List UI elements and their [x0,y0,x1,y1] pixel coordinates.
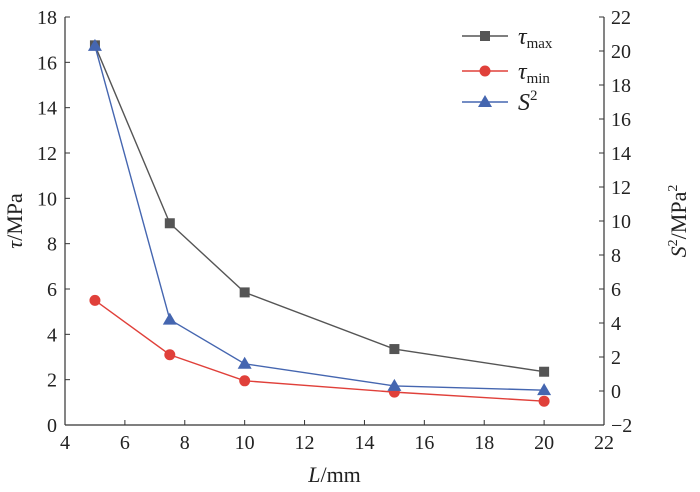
data-point-tau-min [239,375,251,387]
x-tick-label: 4 [60,432,70,454]
series-line-s-squared [94,45,545,391]
data-point-s-squared [387,378,402,391]
y-left-tick-label: 2 [47,370,57,392]
y-right-tick-label: 8 [611,245,621,267]
legend-label: τmin [518,59,550,87]
legend-item-tau-min: τmin [462,59,550,87]
x-tick-label: 22 [594,432,614,454]
series-tau-max [89,40,550,377]
x-tick-label: 18 [474,432,494,454]
y-right-tick-label: 4 [611,313,621,335]
y-right-tick-label: 16 [611,109,631,131]
y-right-tick-label: 18 [611,75,631,97]
series-line-tau-min [94,299,545,402]
data-point-s-squared [537,383,552,396]
y-left-axis-title: τ/MPa [2,193,27,249]
legend-marker [478,95,492,107]
y-right-tick-label: 0 [611,381,621,403]
data-point-s-squared [87,38,102,51]
y-right-tick-label: −2 [611,415,632,437]
series-line-tau-max [94,45,545,373]
data-point-tau-min [89,294,101,306]
y-right-tick-label: 6 [611,279,621,301]
y-left-tick-label: 12 [37,143,57,165]
x-axis-title: L/mm [307,462,361,487]
data-point-tau-min [164,349,176,361]
y-right-tick-label: 20 [611,41,631,63]
y-left-tick-label: 8 [47,234,57,256]
legend-label: S2 [518,88,538,116]
x-tick-label: 16 [414,432,434,454]
y-left-tick-label: 0 [47,415,57,437]
x-tick-label: 8 [180,432,190,454]
legend-item-s-squared: S2 [462,88,538,116]
y-right-tick-label: 14 [611,143,631,165]
legend-marker [480,31,490,41]
y-right-tick-label: 2 [611,347,621,369]
legend-item-tau-max: τmax [462,24,553,52]
x-tick-label: 20 [534,432,554,454]
y-left-tick-label: 14 [37,98,57,120]
y-left-tick-label: 16 [37,52,57,74]
data-point-tau-max [239,287,250,298]
data-point-s-squared [162,312,177,325]
data-point-tau-min [538,395,550,407]
series-s-squared [87,38,552,396]
data-point-tau-max [539,366,550,377]
y-left-tick-label: 4 [47,324,57,346]
data-point-tau-max [164,218,175,229]
y-left-tick-label: 18 [37,7,57,29]
y-left-tick-label: 10 [37,188,57,210]
series-layer [87,38,552,407]
axes: 4 6 8 10 12 14 16 18 20 22 0 2 4 6 8 10 12 14 16 18 −2 0 2 4 6 8 1… [2,7,691,487]
x-tick-label: 6 [120,432,130,454]
y-right-tick-label: 10 [611,211,631,233]
x-tick-label: 10 [235,432,255,454]
y-right-tick-label: 12 [611,177,631,199]
y-left-tick-label: 6 [47,279,57,301]
series-tau-min [89,294,550,407]
x-tick-label: 12 [295,432,315,454]
x-tick-label: 14 [354,432,374,454]
y-right-tick-label: 22 [611,7,631,29]
data-point-s-squared [237,356,252,369]
y-right-axis-title: S2/MPa2 [666,185,691,258]
data-point-tau-max [389,344,400,355]
legend-marker [479,65,491,77]
legend-label: τmax [518,24,553,52]
